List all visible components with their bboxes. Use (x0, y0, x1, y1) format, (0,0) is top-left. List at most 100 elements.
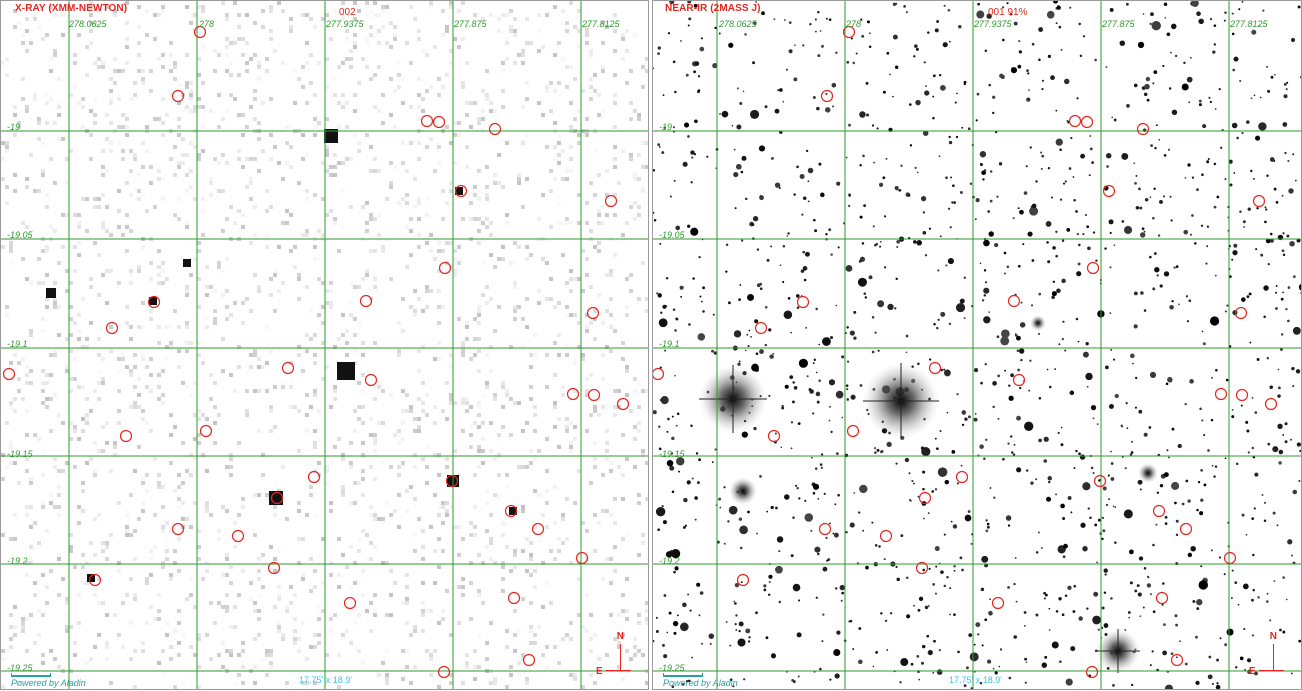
source-marker[interactable] (445, 474, 459, 488)
noise-pixel (161, 485, 165, 489)
source-marker[interactable] (991, 596, 1005, 610)
source-marker[interactable] (432, 115, 446, 129)
noise-pixel (529, 641, 533, 645)
nearir-sky-view[interactable] (653, 1, 1302, 690)
source-marker[interactable] (270, 491, 284, 505)
source-marker[interactable] (575, 551, 589, 565)
source-marker[interactable] (1136, 122, 1150, 136)
noise-pixel (1, 477, 5, 481)
noise-pixel (273, 269, 277, 273)
nearir-panel[interactable]: NEAR-IR (2MASS J) 001 91% 278.0625 278 2… (652, 0, 1302, 690)
source-marker[interactable] (1179, 522, 1193, 536)
noise-pixel (329, 629, 333, 633)
source-marker[interactable] (587, 388, 601, 402)
noise-pixel (101, 549, 105, 553)
source-marker[interactable] (818, 522, 832, 536)
noise-pixel (109, 101, 113, 105)
source-marker[interactable] (879, 529, 893, 543)
source-marker[interactable] (1264, 397, 1278, 411)
source-marker[interactable] (105, 321, 119, 335)
source-marker[interactable] (915, 561, 929, 575)
star (1148, 255, 1152, 259)
source-marker[interactable] (171, 522, 185, 536)
source-marker[interactable] (1170, 653, 1184, 667)
noise-pixel (189, 109, 193, 113)
source-marker[interactable] (147, 295, 161, 309)
star (668, 611, 672, 615)
source-marker[interactable] (1152, 504, 1166, 518)
source-marker[interactable] (796, 295, 810, 309)
star (687, 224, 691, 228)
source-marker[interactable] (736, 573, 750, 587)
source-marker[interactable] (767, 429, 781, 443)
source-marker[interactable] (1214, 387, 1228, 401)
source-marker[interactable] (281, 361, 295, 375)
source-marker[interactable] (842, 25, 856, 39)
source-marker[interactable] (1012, 373, 1026, 387)
source-marker[interactable] (1086, 261, 1100, 275)
star (675, 424, 678, 427)
source-marker[interactable] (616, 397, 630, 411)
source-marker[interactable] (1234, 306, 1248, 320)
source-marker[interactable] (231, 529, 245, 543)
source-marker[interactable] (754, 321, 768, 335)
source-marker[interactable] (119, 429, 133, 443)
source-marker[interactable] (507, 591, 521, 605)
source-marker[interactable] (604, 194, 618, 208)
noise-pixel (185, 349, 189, 353)
source-marker[interactable] (199, 424, 213, 438)
noise-pixel (141, 477, 145, 481)
source-marker[interactable] (307, 470, 321, 484)
source-marker[interactable] (488, 122, 502, 136)
source-marker[interactable] (1080, 115, 1094, 129)
star (1046, 496, 1052, 502)
xray-panel[interactable]: X-RAY (XMM-NEWTON) 002 278.0625 278 277.… (0, 0, 649, 690)
source-marker[interactable] (1102, 184, 1116, 198)
source-marker[interactable] (1085, 665, 1099, 679)
noise-pixel (569, 449, 573, 453)
source-marker[interactable] (88, 573, 102, 587)
source-marker[interactable] (1252, 194, 1266, 208)
noise-pixel (553, 425, 557, 429)
noise-pixel (529, 385, 533, 389)
star (676, 412, 680, 416)
source-marker[interactable] (1007, 294, 1021, 308)
source-marker[interactable] (1155, 591, 1169, 605)
source-marker[interactable] (820, 89, 834, 103)
noise-pixel (417, 93, 421, 97)
source-marker[interactable] (438, 261, 452, 275)
star (816, 400, 820, 404)
source-marker[interactable] (437, 665, 451, 679)
source-marker[interactable] (586, 306, 600, 320)
source-marker[interactable] (359, 294, 373, 308)
noise-pixel (357, 405, 361, 409)
source-marker[interactable] (1223, 551, 1237, 565)
source-marker[interactable] (504, 504, 518, 518)
source-marker[interactable] (566, 387, 580, 401)
source-marker[interactable] (1068, 114, 1082, 128)
noise-pixel (429, 289, 433, 293)
source-marker[interactable] (343, 596, 357, 610)
source-marker[interactable] (1235, 388, 1249, 402)
source-marker[interactable] (2, 367, 16, 381)
source-marker[interactable] (918, 491, 932, 505)
noise-pixel (325, 165, 329, 169)
source-marker[interactable] (193, 25, 207, 39)
source-marker[interactable] (522, 653, 536, 667)
source-marker[interactable] (653, 367, 665, 381)
source-marker[interactable] (171, 89, 185, 103)
star (936, 447, 939, 450)
xray-sky-view[interactable] (1, 1, 649, 690)
noise-pixel (189, 93, 193, 97)
source-marker[interactable] (846, 424, 860, 438)
noise-pixel (305, 285, 309, 289)
source-marker[interactable] (364, 373, 378, 387)
source-marker[interactable] (1093, 474, 1107, 488)
source-marker[interactable] (420, 114, 434, 128)
star (1126, 427, 1129, 430)
source-marker[interactable] (928, 361, 942, 375)
source-marker[interactable] (531, 522, 545, 536)
source-marker[interactable] (955, 470, 969, 484)
source-marker[interactable] (454, 184, 468, 198)
source-marker[interactable] (267, 561, 281, 575)
